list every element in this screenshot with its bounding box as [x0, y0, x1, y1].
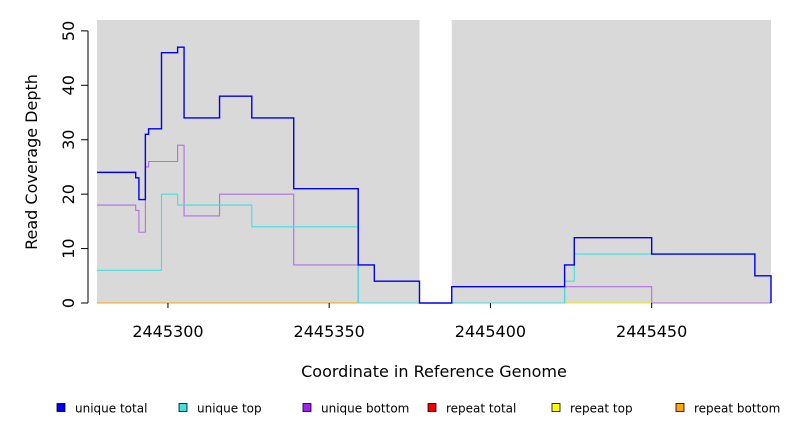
legend-label: unique total — [75, 402, 147, 416]
gap-region — [419, 20, 452, 303]
legend-item: repeat top — [551, 402, 633, 416]
legend-swatch — [302, 403, 312, 412]
legend-item: unique top — [178, 402, 262, 416]
legend-item: unique bottom — [302, 402, 409, 416]
x-tick-label: 2445350 — [294, 322, 365, 341]
legend-label: repeat bottom — [694, 402, 780, 416]
series-layer — [97, 46, 772, 304]
legend-swatch — [427, 403, 437, 412]
y-axis: 0 10 20 30 40 50 — [59, 21, 89, 308]
x-tick-label: 2445400 — [455, 322, 526, 341]
gap-regions — [419, 20, 452, 303]
y-tick-label: 0 — [59, 298, 78, 308]
legend-swatch — [178, 403, 188, 412]
x-tick-label: 2445450 — [616, 322, 687, 341]
legend-item: repeat bottom — [675, 402, 780, 416]
legend-label: unique bottom — [321, 402, 409, 416]
y-tick-label: 20 — [59, 184, 78, 204]
legend-label: unique top — [197, 402, 262, 416]
y-tick-label: 40 — [59, 75, 78, 95]
x-tick-label: 2445300 — [132, 322, 203, 341]
legend-swatch — [675, 403, 685, 412]
series-line-unique-total — [97, 46, 772, 304]
legend-swatch — [551, 403, 561, 412]
legend-label: repeat top — [570, 402, 633, 416]
legend-label: repeat total — [446, 402, 516, 416]
x-axis: 2445300 2445350 2445400 2445450 — [132, 303, 687, 341]
y-tick-label: 30 — [59, 130, 78, 150]
legend: unique total unique top unique bottom repea… — [56, 402, 780, 416]
y-tick-label: 50 — [59, 21, 78, 41]
legend-item: unique total — [56, 402, 147, 416]
legend-swatch — [56, 403, 66, 412]
y-axis-label: Read Coverage Depth — [22, 74, 41, 250]
legend-item: repeat total — [427, 402, 516, 416]
y-tick-label: 10 — [59, 238, 78, 258]
x-axis-label: Coordinate in Reference Genome — [301, 362, 567, 381]
